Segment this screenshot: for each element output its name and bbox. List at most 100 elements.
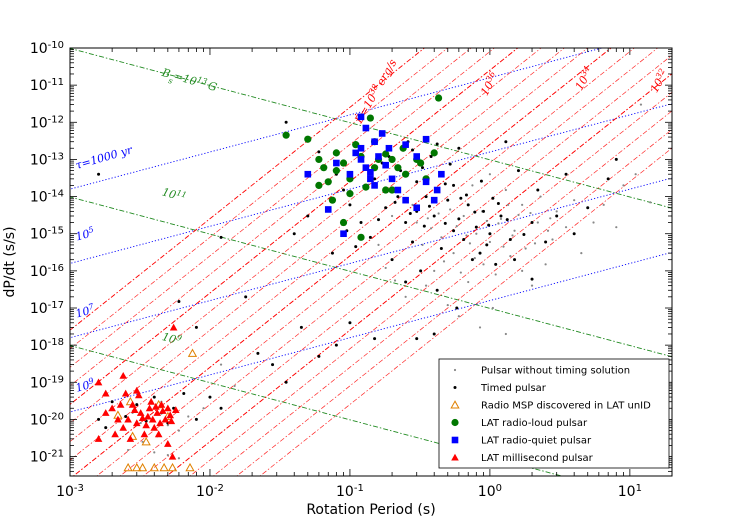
annotation-edot36: 1036	[477, 70, 502, 98]
data-point	[284, 380, 288, 384]
data-point	[522, 233, 526, 237]
data-point	[466, 203, 470, 207]
spin-down-power-line	[166, 73, 672, 476]
data-point	[580, 252, 583, 255]
data-point	[153, 409, 162, 416]
data-point	[377, 218, 381, 222]
spin-down-power-line	[70, 48, 519, 406]
data-point	[473, 210, 477, 214]
data-point	[114, 415, 122, 423]
data-point	[606, 177, 610, 181]
data-point	[348, 321, 352, 325]
legend-marker	[451, 453, 459, 461]
spin-down-power-line	[189, 91, 672, 476]
data-point	[592, 221, 595, 224]
data-point	[132, 386, 141, 394]
data-point	[324, 206, 332, 213]
data-point	[185, 462, 195, 472]
data-point	[422, 224, 426, 228]
data-point	[382, 150, 390, 158]
data-point	[315, 155, 323, 164]
data-point	[352, 149, 360, 157]
spin-down-power-line	[142, 54, 672, 476]
data-point	[187, 348, 198, 357]
data-point	[439, 246, 443, 250]
data-point	[194, 417, 198, 421]
data-point	[411, 240, 415, 244]
data-point	[384, 266, 387, 270]
data-point	[488, 240, 491, 244]
data-point	[167, 462, 178, 472]
data-point	[116, 400, 125, 408]
data-point	[166, 424, 169, 427]
data-point	[419, 269, 423, 273]
data-point	[415, 221, 418, 224]
data-point	[475, 232, 478, 235]
y-tick-label: 10-19	[30, 374, 64, 392]
data-point	[177, 299, 181, 303]
data-point	[219, 235, 223, 239]
data-point	[233, 384, 236, 387]
data-point	[168, 452, 177, 460]
data-point	[166, 411, 175, 419]
legend-label: LAT radio-loud pulsar	[481, 418, 588, 429]
y-tick-label: 10-11	[30, 77, 64, 95]
data-point	[121, 389, 130, 397]
data-point	[169, 323, 178, 331]
spin-down-power-line	[70, 48, 426, 331]
data-point	[521, 269, 524, 272]
data-point	[546, 229, 550, 232]
data-point	[126, 435, 135, 442]
series-4	[304, 113, 445, 238]
data-point	[362, 183, 370, 191]
data-point	[511, 234, 514, 237]
data-point	[390, 214, 394, 218]
data-point	[478, 251, 482, 255]
data-point	[530, 284, 534, 287]
annotation-edot32: 1032	[647, 67, 672, 95]
data-point	[487, 223, 491, 227]
data-point	[366, 114, 374, 122]
data-point	[306, 214, 310, 218]
data-point	[94, 435, 103, 442]
data-point	[555, 210, 558, 213]
spin-down-power-line	[119, 48, 659, 476]
annotation-b11: 1011	[161, 184, 188, 205]
data-point	[504, 140, 508, 144]
data-point	[446, 198, 450, 202]
data-point	[551, 238, 554, 241]
data-point	[371, 182, 378, 189]
data-point	[443, 182, 447, 186]
data-point	[424, 284, 428, 287]
data-point	[284, 120, 288, 124]
data-point	[346, 190, 354, 198]
data-point	[462, 214, 465, 218]
data-point	[138, 414, 147, 421]
legend-marker	[451, 436, 459, 444]
data-point	[367, 175, 374, 183]
legend-marker	[453, 386, 457, 389]
data-point	[443, 221, 447, 225]
data-point	[134, 391, 143, 399]
data-point	[137, 462, 148, 472]
data-point	[390, 258, 394, 262]
data-point	[508, 237, 512, 241]
series-5	[94, 323, 180, 460]
data-point	[342, 188, 346, 192]
data-point	[415, 180, 419, 184]
spin-down-power-line	[70, 48, 589, 461]
data-point	[544, 240, 548, 244]
legend-label: LAT millisecond pulsar	[481, 453, 594, 464]
data-point	[517, 213, 520, 217]
data-point	[437, 212, 440, 215]
y-tick-label: 10-10	[30, 40, 64, 58]
data-point	[348, 203, 352, 207]
data-point	[448, 162, 452, 166]
data-point	[602, 203, 605, 206]
data-point	[147, 397, 155, 405]
annotation-b9: 109	[161, 329, 183, 348]
data-point	[438, 170, 445, 178]
data-point	[433, 269, 436, 272]
data-point	[513, 258, 517, 262]
data-point	[462, 237, 466, 241]
